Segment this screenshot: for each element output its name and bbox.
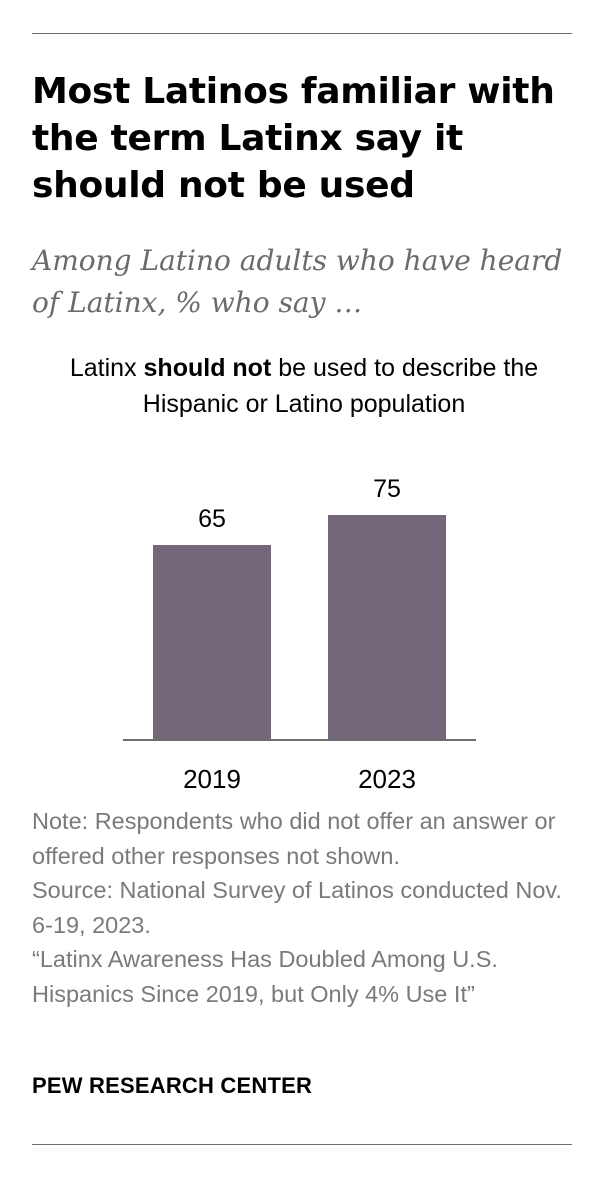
bar-2019 [153, 545, 271, 740]
bar-chart: 65 2019 75 2023 [123, 475, 476, 794]
value-label-2023: 75 [373, 475, 401, 503]
chart-subtitle: Among Latino adults who have heard of La… [32, 244, 563, 319]
category-label-2019: 2019 [183, 764, 241, 794]
chart-heading-emphasis: should not [143, 354, 272, 382]
brand-logo-text: PEW RESEARCH CENTER [32, 1073, 313, 1098]
notes-block: Note: Respondents who did not offer an a… [32, 804, 582, 1011]
chart-heading-post: be used to describe the Hispanic or Lati… [142, 354, 539, 418]
chart-heading-pre: Latinx [69, 354, 144, 382]
top-divider [32, 33, 572, 34]
source-text: Source: National Survey of Latinos condu… [32, 877, 562, 938]
bottom-divider [32, 1144, 572, 1145]
chart-title: Most Latinos familiar with the term Lati… [32, 71, 555, 206]
category-label-2023: 2023 [358, 764, 416, 794]
chart-heading: Latinx should not be used to describe th… [20, 350, 588, 422]
report-title-text: “Latinx Awareness Has Doubled Among U.S.… [32, 946, 498, 1007]
bar-2023 [328, 515, 446, 740]
value-label-2019: 65 [198, 505, 226, 533]
note-text: Note: Respondents who did not offer an a… [32, 808, 556, 869]
